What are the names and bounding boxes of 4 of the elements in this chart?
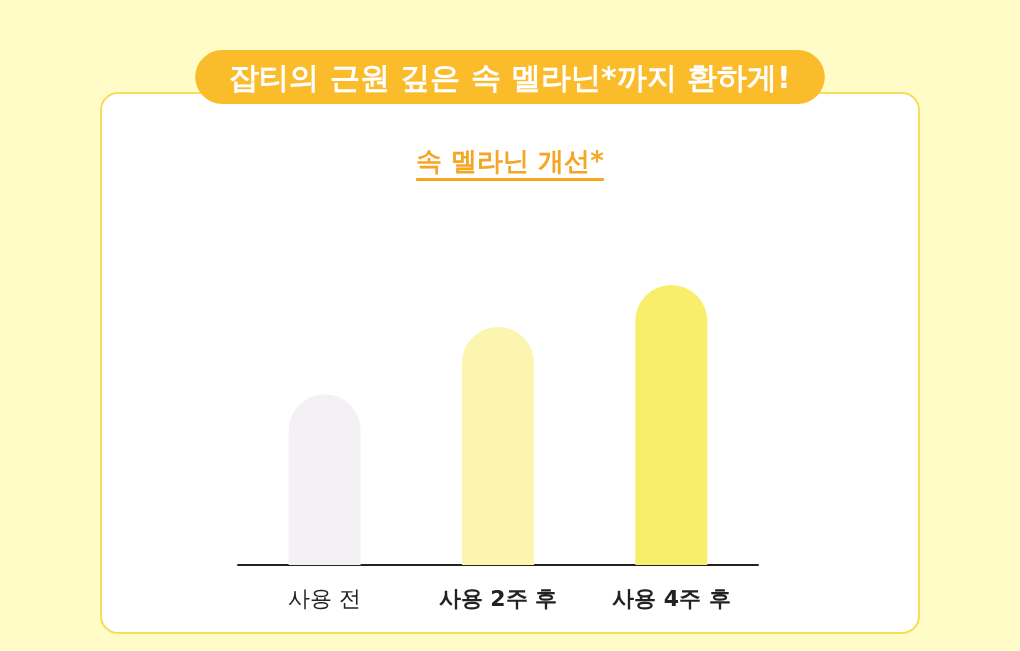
x-tick-label: 사용 4주 후 bbox=[612, 585, 731, 611]
chart-title: 잡티의 근원 깊은 속 멜라닌*까지 환하게! bbox=[229, 59, 791, 95]
x-tick-label: 사용 전 bbox=[288, 585, 362, 611]
x-tick-label: 사용 2주 후 bbox=[438, 585, 558, 611]
